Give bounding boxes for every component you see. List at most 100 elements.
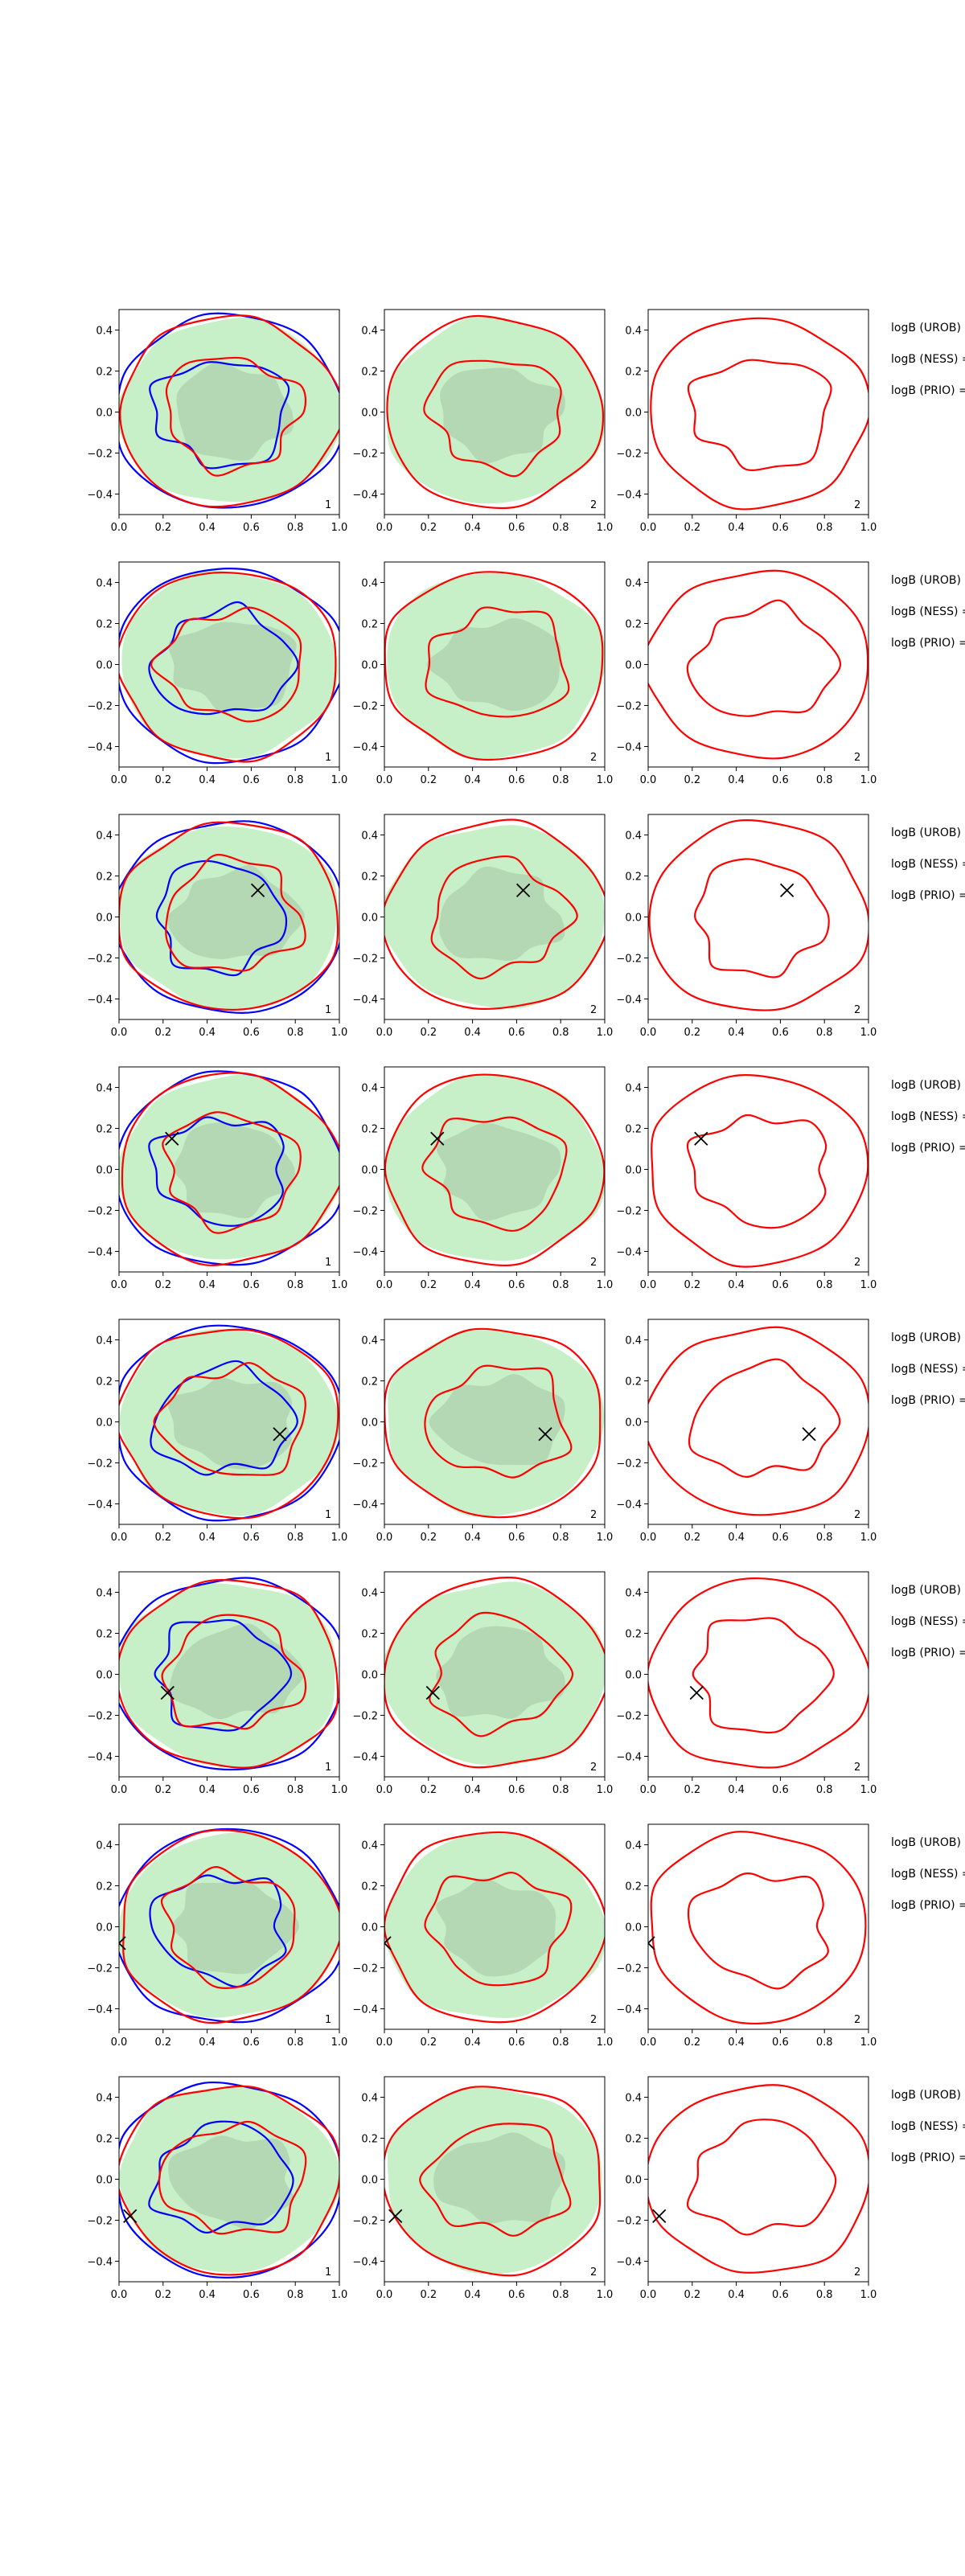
x-tick-label: 0.8 xyxy=(287,1279,304,1291)
y-tick-label: −0.2 xyxy=(352,1963,378,1975)
red-contour xyxy=(425,606,570,718)
x-tick-label: 0.0 xyxy=(111,774,128,786)
plot-area xyxy=(119,2081,339,2279)
side-label: logB (UROB) = xyxy=(891,322,965,334)
density-fill-inner xyxy=(436,1878,556,1977)
side-label: logB (PRIO) = xyxy=(891,1142,965,1155)
red-contour xyxy=(686,599,842,717)
x-tick-label: 0.2 xyxy=(684,1532,700,1544)
y-tick-label: 0.2 xyxy=(96,619,113,631)
panel-number: 2 xyxy=(854,1762,860,1774)
plot-area xyxy=(384,818,605,1010)
x-tick-label: 1.0 xyxy=(860,2037,877,2049)
panel-r6-c1: 0.0 0.2 0.4 0.6 0.8 1.0 0.4 0.2 0.0 −0.2 −0.4 1 xyxy=(87,1571,348,1796)
panel-number: 2 xyxy=(854,2014,860,2026)
plot-area xyxy=(648,2084,868,2274)
x-tick-label: 0.2 xyxy=(684,1027,700,1039)
panel-r7-c1: 0.0 0.2 0.4 0.6 0.8 1.0 0.4 0.2 0.0 −0.2 −0.4 1 xyxy=(87,1823,348,2049)
x-tick-label: 0.6 xyxy=(508,1027,525,1039)
y-tick-label: −0.4 xyxy=(616,490,642,502)
side-label: logB (UROB) = xyxy=(891,574,965,587)
y-tick-label: −0.2 xyxy=(616,1963,642,1975)
y-tick-label: 0.0 xyxy=(625,913,642,925)
y-tick-label: 0.4 xyxy=(625,1588,642,1600)
x-tick-label: 0.4 xyxy=(199,1784,216,1796)
y-tick-label: −0.2 xyxy=(352,449,378,461)
y-tick-label: 0.0 xyxy=(361,1922,378,1934)
y-tick-label: 0.0 xyxy=(96,913,113,925)
x-tick-label: 1.0 xyxy=(860,522,877,534)
x-tick-label: 0.2 xyxy=(154,1027,171,1039)
red-contour xyxy=(384,1831,605,2024)
row-7: 0.0 0.2 0.4 0.6 0.8 1.00.40.20.0−0.2−0.41 0.0 0… xyxy=(87,1823,965,2049)
panel-number: 1 xyxy=(325,1004,331,1016)
x-tick-label: 0.8 xyxy=(816,1532,833,1544)
x-tick-label: 0.2 xyxy=(420,774,437,786)
blue-contour xyxy=(149,1874,287,1988)
y-tick-label: 0.2 xyxy=(96,1124,113,1136)
axes-frame xyxy=(647,1823,869,2030)
x-marker xyxy=(123,2209,138,2224)
y-tick-label: −0.2 xyxy=(616,449,642,461)
panel-r2-c1: 0.0 0.2 0.4 0.6 0.8 1.0 0.4 0.2 0.0 −0.2 −0.4 1 xyxy=(87,561,348,786)
y-tick-label: −0.4 xyxy=(616,2257,642,2269)
x-tick-label: 1.0 xyxy=(597,774,614,786)
x-tick-label: 0.4 xyxy=(464,1279,481,1291)
x-tick-label: 1.0 xyxy=(331,774,348,786)
panel-r3-c3: 0.0 0.2 0.4 0.6 0.8 1.0 0.4 0.2 0.0 −0.2 −0.4 2 xyxy=(616,814,877,1039)
y-tick-label: −0.2 xyxy=(352,1458,378,1471)
y-tick-label: 0.4 xyxy=(361,326,378,338)
panel-r7-c3: 0.0 0.2 0.4 0.6 0.8 1.0 0.4 0.2 0.0 −0.2 −0.4 2 xyxy=(616,1823,877,2049)
y-tick-label: −0.4 xyxy=(87,995,113,1007)
red-contour xyxy=(384,1576,605,1769)
y-tick-label: 0.4 xyxy=(96,1083,113,1095)
red-contour xyxy=(429,1611,574,1737)
plot-area xyxy=(648,1831,867,2025)
x-tick-label: 1.0 xyxy=(860,1532,877,1544)
x-tick-label: 0.4 xyxy=(464,1532,481,1544)
panel-r2-c2: 0.0 0.2 0.4 0.6 0.8 1.0 0.4 0.2 0.0 −0.2 −0.4 2 xyxy=(352,561,614,786)
plot-area xyxy=(384,2086,602,2277)
y-tick-label: −0.4 xyxy=(352,1499,378,1512)
plot-area xyxy=(648,819,868,1011)
x-tick-label: 0.0 xyxy=(640,1027,657,1039)
y-tick-label: 0.0 xyxy=(361,1417,378,1430)
red-contour xyxy=(121,1072,339,1266)
red-contour xyxy=(384,818,605,1010)
side-label: logB (NESS) = xyxy=(891,2120,965,2133)
panel-number: 2 xyxy=(590,499,597,511)
y-tick-label: 0.4 xyxy=(361,831,378,843)
axes-frame xyxy=(647,1571,869,1778)
blue-contour xyxy=(150,1360,298,1476)
red-contour xyxy=(419,2123,572,2237)
y-tick-label: 0.0 xyxy=(96,660,113,672)
plot-area xyxy=(119,1070,339,1266)
row-6: 0.0 0.2 0.4 0.6 0.8 1.00.40.20.0−0.2−0.410.0 0… xyxy=(87,1571,965,1796)
x-marker xyxy=(384,1936,392,1950)
density-fill-inner xyxy=(176,362,294,461)
x-tick-label: 0.8 xyxy=(552,2037,569,2049)
x-tick-label: 0.8 xyxy=(552,1279,569,1291)
panel-number: 2 xyxy=(854,752,860,764)
y-tick-label: 0.2 xyxy=(96,2134,113,2146)
x-tick-label: 1.0 xyxy=(597,522,614,534)
x-tick-label: 0.4 xyxy=(199,1279,216,1291)
x-tick-label: 0.6 xyxy=(508,774,525,786)
x-tick-label: 0.4 xyxy=(199,2289,216,2301)
x-tick-label: 1.0 xyxy=(331,2037,348,2049)
blue-contour xyxy=(148,1116,285,1227)
red-contour xyxy=(153,1362,306,1476)
y-tick-label: −0.4 xyxy=(616,2004,642,2016)
y-tick-label: 0.2 xyxy=(361,1881,378,1893)
y-tick-label: 0.2 xyxy=(625,619,642,631)
x-tick-label: 0.2 xyxy=(154,1279,171,1291)
side-label: logB (PRIO) = xyxy=(891,889,965,902)
x-tick-label: 0.8 xyxy=(816,1784,833,1796)
x-tick-label: 0.4 xyxy=(728,2037,745,2049)
y-tick-label: −0.2 xyxy=(616,2216,642,2228)
x-tick-label: 1.0 xyxy=(331,1784,348,1796)
x-tick-label: 0.6 xyxy=(243,1532,260,1544)
x-tick-label: 0.0 xyxy=(640,1532,657,1544)
